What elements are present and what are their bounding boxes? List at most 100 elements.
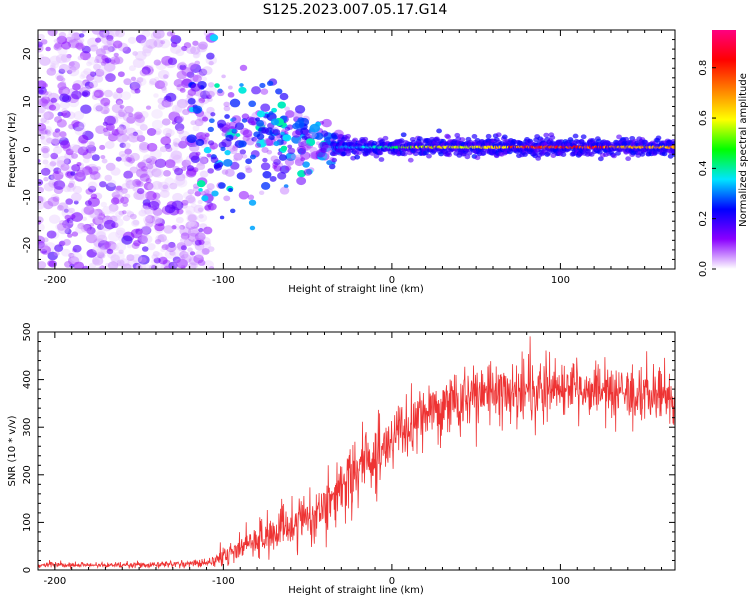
spectrogram-y-label: Frequency (Hz) <box>7 112 18 188</box>
heatmap-cell <box>198 68 208 76</box>
heatmap-cell <box>160 184 170 193</box>
heatmap-cell <box>59 93 70 102</box>
heatmap-cell <box>99 144 106 151</box>
heatmap-cell <box>615 150 621 156</box>
heatmap-cell <box>206 90 215 98</box>
heatmap-cell <box>195 131 207 142</box>
heatmap-cell <box>320 147 327 154</box>
heatmap-cell <box>50 193 60 202</box>
snr-panel: -200 -100 0 100 0 100 200 300 400 500 Height of … <box>7 322 676 596</box>
heatmap-cell <box>309 123 321 133</box>
heatmap-cell <box>95 37 102 43</box>
heatmap-cell <box>151 180 163 190</box>
heatmap-cell <box>74 126 86 136</box>
heatmap-cell <box>110 258 122 267</box>
heatmap-cell <box>171 120 177 125</box>
heatmap-cell <box>159 146 168 153</box>
heatmap-cell <box>68 207 75 214</box>
heatmap-cell <box>145 158 152 164</box>
snr-series-line <box>38 336 675 570</box>
heatmap-cell <box>163 225 174 234</box>
heatmap-cell <box>160 86 167 91</box>
heatmap-cell <box>560 152 567 157</box>
heatmap-cell <box>141 66 151 75</box>
heatmap-cell <box>100 97 111 107</box>
heatmap-cell <box>99 211 105 217</box>
heatmap-cell <box>185 221 196 230</box>
heatmap-cell <box>190 83 201 92</box>
heatmap-cell <box>125 209 132 215</box>
heatmap-cell <box>66 184 76 192</box>
heatmap-cell <box>332 135 338 140</box>
snr-y-ticks: 0 100 200 300 400 500 <box>22 322 675 573</box>
heatmap-cell <box>179 238 186 243</box>
heatmap-cell <box>115 210 124 218</box>
heatmap-cell <box>80 224 91 233</box>
heatmap-cell <box>79 33 85 38</box>
heatmap-cell <box>93 102 105 113</box>
heatmap-cell <box>65 33 75 41</box>
heatmap-cell <box>38 125 47 135</box>
heatmap-cell <box>58 31 67 38</box>
heatmap-cell <box>73 261 85 269</box>
heatmap-cell <box>371 140 378 146</box>
heatmap-cell <box>186 165 194 172</box>
heatmap-cell <box>55 223 64 231</box>
heatmap-cell <box>110 243 119 252</box>
heatmap-cell <box>142 154 152 162</box>
heatmap-cell <box>303 168 313 176</box>
heatmap-cell <box>194 250 204 259</box>
heatmap-cell <box>134 115 142 122</box>
heatmap-cell <box>164 204 176 214</box>
heatmap-cell <box>95 266 101 269</box>
heatmap-cell <box>149 160 155 165</box>
heatmap-cell <box>86 229 93 234</box>
heatmap-cell <box>158 38 171 49</box>
heatmap-cell <box>219 215 225 220</box>
heatmap-cell <box>230 161 240 170</box>
heatmap-cell <box>188 255 201 266</box>
heatmap-cell <box>132 219 140 226</box>
heatmap-cell <box>95 231 106 240</box>
heatmap-cell <box>118 111 125 118</box>
heatmap-cell <box>98 252 106 259</box>
heatmap-cell <box>56 75 62 80</box>
heatmap-cell <box>66 36 73 42</box>
heatmap-cell <box>56 160 66 168</box>
heatmap-cell <box>108 203 119 212</box>
heatmap-cell <box>213 162 221 169</box>
heatmap-cell <box>174 123 185 132</box>
heatmap-cell <box>260 103 271 112</box>
heatmap-cell <box>163 74 169 79</box>
heatmap-cell <box>318 141 329 151</box>
heatmap-cell <box>625 156 632 162</box>
heatmap-cell <box>192 52 200 59</box>
heatmap-cell <box>99 63 111 73</box>
heatmap-cell <box>40 117 47 124</box>
heatmap-cell <box>175 216 184 224</box>
heatmap-cell <box>77 222 86 230</box>
heatmap-cell <box>198 228 204 233</box>
heatmap-cell <box>125 178 131 183</box>
heatmap-cell <box>181 67 193 77</box>
heatmap-cell <box>117 71 125 78</box>
heatmap-cell <box>68 253 76 260</box>
heatmap-cell <box>88 83 95 89</box>
snr-line <box>38 336 675 570</box>
heatmap-cell <box>58 63 70 73</box>
heatmap-cell <box>241 154 248 159</box>
heatmap-cell <box>179 64 187 71</box>
heatmap-cell <box>68 220 75 225</box>
heatmap-cell <box>193 204 205 214</box>
heatmap-cell <box>153 257 161 264</box>
heatmap-cell <box>54 72 65 81</box>
heatmap-cell <box>143 215 153 224</box>
spectrogram-x-ticks: -200 -100 0 100 <box>37 30 663 286</box>
heatmap-cell <box>201 76 208 82</box>
heatmap-cell <box>81 207 91 216</box>
heatmap-cell <box>110 254 120 263</box>
heatmap-cell <box>105 182 117 192</box>
heatmap-cell <box>256 110 266 118</box>
heatmap-cell <box>68 183 77 190</box>
heatmap-cell <box>119 258 130 267</box>
